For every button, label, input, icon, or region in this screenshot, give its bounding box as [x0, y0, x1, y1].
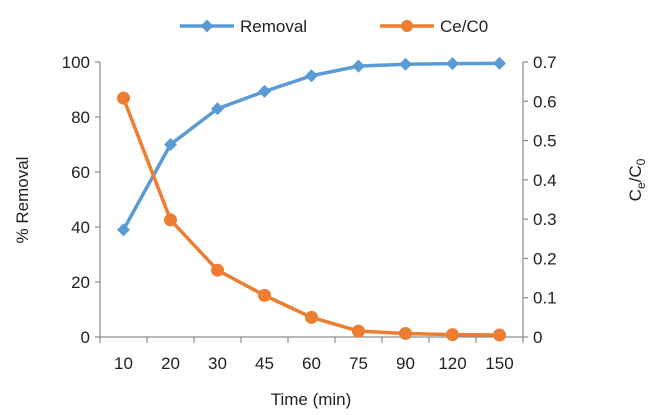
y-axis-title-right: Ce/C0	[626, 158, 648, 201]
legend-ce-c0-label: Ce/C0	[440, 17, 488, 36]
series-line-removal	[121, 61, 500, 231]
data-point-ce-c0	[117, 91, 130, 105]
y2-title-slash-c: /C	[626, 165, 645, 182]
data-point-ce-c0	[399, 326, 412, 340]
y-tick-label-left: 60	[71, 163, 90, 182]
y-tick-label-right: 0.6	[533, 92, 557, 111]
data-point-removal	[258, 84, 271, 98]
x-tick-label: 120	[438, 354, 466, 373]
data-point-ce-c0	[352, 324, 365, 338]
legend-removal-label: Removal	[240, 17, 307, 36]
data-point-removal	[399, 57, 412, 71]
y-tick-label-right: 0.7	[533, 53, 557, 72]
x-ticks: 10 20 30 45 60 75 90 120 150	[99, 337, 524, 373]
y-tick-label-right: 0.2	[533, 249, 557, 268]
x-axis-title: Time (min)	[271, 390, 352, 409]
data-point-removal	[493, 56, 506, 70]
y-tick-label-right: 0.4	[533, 171, 557, 190]
series-line-ce-c0	[121, 97, 500, 337]
x-tick-label: 20	[161, 354, 180, 373]
x-tick-label: 75	[349, 354, 368, 373]
x-tick-label: 45	[255, 354, 274, 373]
y-tick-label-left: 100	[62, 53, 90, 72]
x-tick-label: 150	[485, 354, 513, 373]
data-point-removal	[164, 138, 177, 151]
legend-ce-c0-marker	[401, 20, 413, 32]
data-point-ce-c0	[305, 310, 318, 324]
data-point-removal	[117, 223, 130, 237]
y-tick-label-right: 0.3	[533, 210, 557, 229]
series-layer	[117, 56, 506, 342]
y-tick-label-right: 0	[533, 328, 542, 347]
x-tick-label: 90	[396, 354, 415, 373]
data-point-removal	[352, 59, 365, 73]
x-tick-label: 60	[302, 354, 321, 373]
data-point-ce-c0	[164, 213, 177, 227]
data-point-removal	[211, 102, 224, 116]
y-ticks-right: 0 0.1 0.2 0.3 0.4 0.5 0.6 0.7	[523, 53, 557, 347]
y-tick-label-left: 40	[71, 218, 90, 237]
data-point-ce-c0	[493, 328, 506, 342]
data-point-ce-c0	[446, 328, 459, 342]
y-tick-label-right: 0.1	[533, 289, 557, 308]
y-tick-label-left: 80	[71, 108, 90, 127]
data-point-removal	[446, 57, 459, 71]
y-tick-label-right: 0.5	[533, 132, 557, 151]
legend-item-ce-c0: Ce/C0	[380, 17, 488, 36]
data-point-removal	[305, 69, 318, 83]
y-tick-label-left: 20	[71, 273, 90, 292]
y2-title-sub-e: e	[634, 182, 648, 189]
legend-item-removal: Removal	[180, 17, 307, 36]
y-axis-title-left: % Removal	[13, 157, 32, 244]
data-point-ce-c0	[258, 288, 271, 302]
x-tick-label: 10	[114, 354, 133, 373]
legend: Removal Ce/C0	[180, 17, 488, 36]
legend-removal-marker	[200, 19, 214, 33]
y-ticks-left: 0 20 40 60 80 100	[62, 53, 100, 347]
x-tick-label: 30	[208, 354, 227, 373]
y2-title-c: C	[626, 189, 645, 201]
y2-title-sub-0: 0	[634, 158, 648, 165]
y-tick-label-left: 0	[81, 328, 90, 347]
data-point-ce-c0	[211, 263, 224, 277]
